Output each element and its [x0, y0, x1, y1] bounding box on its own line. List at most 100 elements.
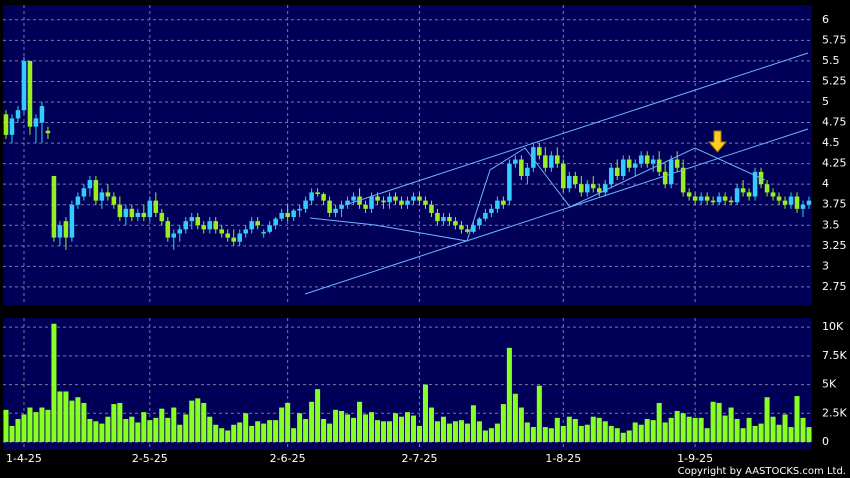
- candle-body: [573, 175, 578, 185]
- y-tick-label: 6: [822, 13, 829, 26]
- volume-bar: [123, 419, 129, 442]
- volume-bar: [440, 416, 446, 442]
- candle-body: [369, 196, 374, 209]
- marks: [3, 56, 812, 442]
- candle-body: [728, 200, 734, 203]
- y-tick-label: 3.25: [822, 239, 847, 252]
- candle-body: [579, 184, 584, 193]
- candle-body: [201, 225, 207, 230]
- volume-bar: [69, 400, 75, 442]
- candle-body: [333, 208, 338, 213]
- candle-body: [668, 159, 674, 185]
- candle-body: [225, 233, 230, 238]
- volume-bar: [794, 396, 800, 442]
- volume-bar: [422, 384, 428, 442]
- y-tick-label: 5.25: [822, 74, 847, 87]
- candle-body: [303, 200, 308, 209]
- candle-body: [453, 221, 458, 226]
- volume-bar: [363, 414, 369, 442]
- candle-body: [351, 196, 356, 201]
- candle-body: [537, 147, 542, 156]
- candle-body: [195, 217, 201, 226]
- candle-body: [15, 110, 21, 119]
- volume-bar: [524, 422, 530, 442]
- volume-bar: [387, 421, 393, 442]
- volume-bar: [285, 402, 291, 442]
- y2-tick-label: 5K: [822, 378, 837, 391]
- volume-bar: [129, 416, 135, 442]
- volume-bar: [458, 420, 464, 442]
- candle-body: [567, 175, 572, 189]
- candle-body: [602, 184, 608, 193]
- y-tick-label: 3: [822, 259, 829, 272]
- volume-bar: [644, 419, 650, 442]
- y-tick-label: 4: [822, 177, 829, 190]
- copyright: Copyright by AASTOCKS.com Ltd.: [678, 466, 846, 477]
- volume-bar: [632, 422, 638, 442]
- volume-bar: [716, 402, 722, 442]
- volume-bar: [375, 420, 381, 442]
- volume-bar: [207, 416, 213, 442]
- candle-body: [626, 159, 632, 168]
- candle-body: [39, 106, 45, 123]
- candle-body: [411, 196, 416, 201]
- candle-body: [105, 192, 111, 197]
- candle-body: [345, 200, 350, 205]
- volume-bar: [680, 413, 686, 442]
- y2-tick-label: 10K: [822, 320, 844, 333]
- volume-bar: [722, 415, 728, 442]
- volume-bar: [476, 421, 482, 442]
- candle-body: [435, 212, 440, 222]
- candle-body: [339, 204, 344, 209]
- volume-bar: [512, 393, 518, 442]
- candle-body: [165, 221, 171, 238]
- candle-body: [177, 229, 183, 234]
- volume-bar: [740, 428, 746, 442]
- volume-bar: [63, 391, 69, 442]
- candle-body: [51, 175, 57, 238]
- volume-bar: [776, 424, 782, 442]
- candle-body: [585, 184, 590, 193]
- volume-bar: [392, 413, 399, 442]
- candle-body: [393, 196, 398, 201]
- candle-body: [213, 221, 219, 230]
- volume-bar: [434, 421, 440, 442]
- volume-bar: [704, 428, 710, 442]
- x-tick-label: 1-8-25: [545, 452, 581, 465]
- candle-body: [543, 155, 548, 168]
- candle-body: [531, 147, 536, 168]
- volume-bar: [261, 423, 267, 442]
- x-tick-label: 2-6-25: [270, 452, 306, 465]
- trend-lines: [304, 52, 809, 295]
- candle-body: [45, 130, 51, 134]
- volume-bar: [135, 422, 141, 442]
- candle-body: [800, 204, 806, 209]
- candle-body: [69, 204, 75, 238]
- candle-body: [680, 167, 686, 193]
- volume-bar: [249, 425, 255, 442]
- candle-body: [309, 192, 314, 201]
- volume-bar: [141, 412, 147, 442]
- volume-bar: [219, 428, 225, 442]
- candle-body: [698, 196, 704, 201]
- y-tick-label: 4.75: [822, 116, 847, 129]
- volume-bar: [518, 407, 524, 442]
- candle-body: [447, 217, 452, 222]
- candle-body: [722, 196, 728, 201]
- volume-bar: [15, 419, 21, 442]
- channel-upper: [344, 52, 809, 206]
- volume-bar: [27, 407, 33, 442]
- volume-bar: [255, 421, 261, 442]
- candle-body: [608, 167, 614, 185]
- candle-body: [596, 188, 602, 193]
- candle-body: [135, 212, 141, 218]
- volume-bar: [99, 423, 105, 442]
- volume-bar: [758, 423, 764, 442]
- volume-bar: [33, 412, 39, 442]
- y-tick-label: 3.75: [822, 198, 847, 211]
- candle-body: [207, 221, 213, 230]
- candle-body: [111, 196, 117, 205]
- y2-tick-label: 0: [822, 435, 829, 448]
- volume-bar: [500, 404, 506, 442]
- volume-bar: [171, 407, 177, 442]
